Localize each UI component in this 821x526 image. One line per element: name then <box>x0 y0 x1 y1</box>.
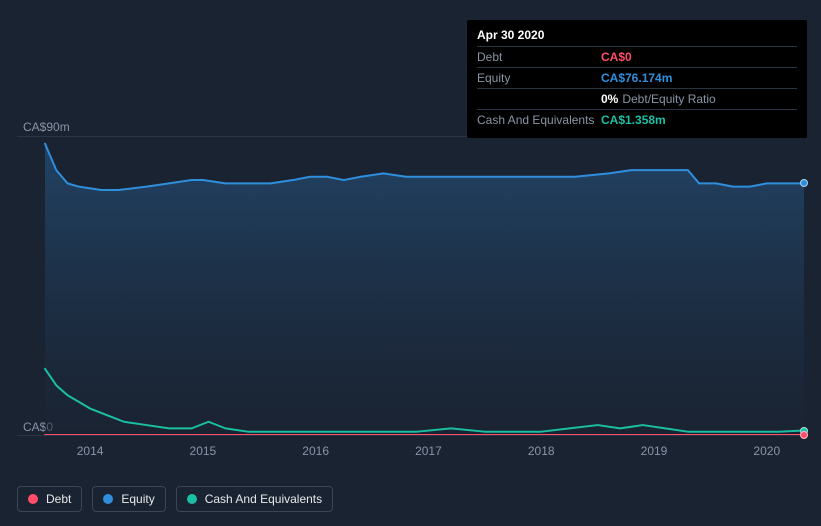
chart-tooltip: Apr 30 2020 DebtCA$0EquityCA$76.174m0%De… <box>467 20 807 138</box>
tooltip-value: CA$76.174m <box>601 70 672 86</box>
tooltip-value: CA$1.358m <box>601 112 666 128</box>
x-axis-tick: 2020 <box>753 444 780 458</box>
tooltip-label: Debt <box>477 49 601 65</box>
series-end-marker <box>800 431 808 439</box>
x-axis: 2014 2015 2016 2017 2018 2019 2020 <box>17 444 804 464</box>
tooltip-row: DebtCA$0 <box>477 47 797 68</box>
tooltip-label: Equity <box>477 70 601 86</box>
plot-svg <box>17 137 804 435</box>
tooltip-row: EquityCA$76.174m <box>477 68 797 89</box>
series-end-marker <box>800 179 808 187</box>
chart-container: Apr 30 2020 DebtCA$0EquityCA$76.174m0%De… <box>0 0 821 526</box>
tooltip-suffix: Debt/Equity Ratio <box>622 92 715 106</box>
legend-swatch <box>28 494 38 504</box>
y-axis-label-top: CA$90m <box>23 120 70 134</box>
legend-swatch <box>103 494 113 504</box>
tooltip-row: Cash And EquivalentsCA$1.358m <box>477 110 797 130</box>
x-axis-tick: 2016 <box>302 444 329 458</box>
legend-swatch <box>187 494 197 504</box>
legend-item[interactable]: Debt <box>17 486 82 512</box>
tooltip-row: 0%Debt/Equity Ratio <box>477 89 797 110</box>
legend-label: Equity <box>121 492 154 506</box>
tooltip-date: Apr 30 2020 <box>477 26 797 47</box>
legend-label: Cash And Equivalents <box>205 492 322 506</box>
tooltip-rows: DebtCA$0EquityCA$76.174m0%Debt/Equity Ra… <box>477 47 797 130</box>
x-axis-tick: 2017 <box>415 444 442 458</box>
chart-area: CA$90m CA$0 2014201520162017201820192020 <box>17 120 804 476</box>
legend: Debt Equity Cash And Equivalents <box>17 486 333 512</box>
plot-area[interactable] <box>17 136 804 436</box>
equity-area <box>45 144 804 435</box>
tooltip-value: CA$0 <box>601 49 632 65</box>
tooltip-label: Cash And Equivalents <box>477 112 601 128</box>
legend-item[interactable]: Cash And Equivalents <box>176 486 333 512</box>
tooltip-value: 0%Debt/Equity Ratio <box>601 91 716 107</box>
legend-label: Debt <box>46 492 71 506</box>
legend-item[interactable]: Equity <box>92 486 165 512</box>
x-axis-tick: 2014 <box>77 444 104 458</box>
x-axis-tick: 2015 <box>190 444 217 458</box>
tooltip-label <box>477 91 601 107</box>
x-axis-tick: 2018 <box>528 444 555 458</box>
x-axis-tick: 2019 <box>641 444 668 458</box>
